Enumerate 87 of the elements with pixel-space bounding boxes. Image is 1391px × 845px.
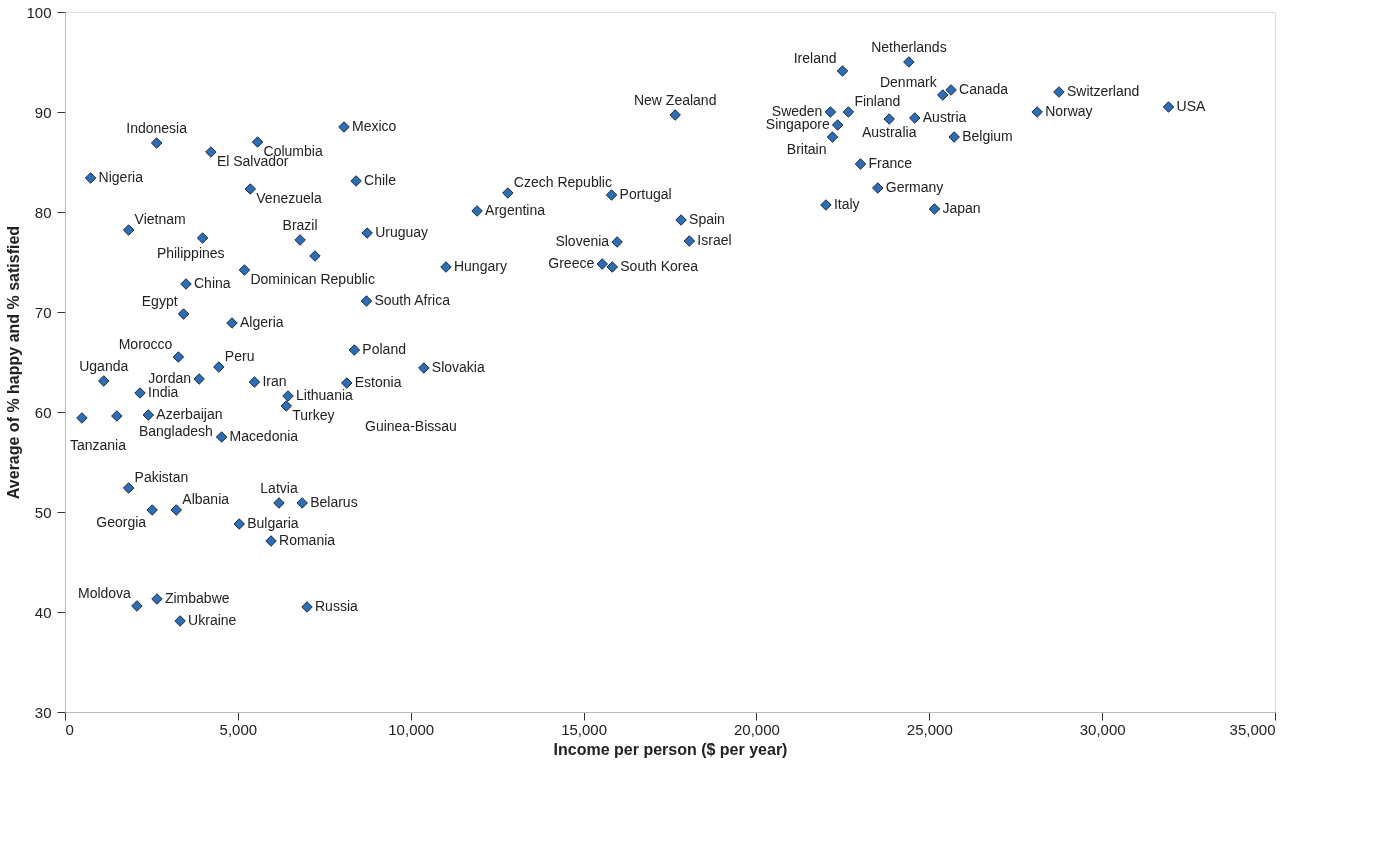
x-tick-label: 15,000 [561,720,608,738]
annotation: Canada [959,81,1009,97]
annotation: Ukraine [188,612,237,628]
annotation: Czech Republic [513,174,612,190]
annotation: Romania [279,532,336,548]
y-tick-label: 80 [34,203,52,221]
annotation: Britain [786,141,827,157]
annotation: New Zealand [633,92,717,108]
annotation: Dominican Republic [250,271,375,287]
annotation: Macedonia [229,428,299,444]
annotation: Pakistan [134,469,189,485]
annotation: Japan [942,200,981,216]
annotation: Portugal [619,186,672,202]
annotation: Belarus [310,494,358,510]
annotation: South Africa [374,292,451,308]
x-tick-label: 10,000 [388,720,435,738]
annotation: Egypt [141,293,178,309]
annotation: Slovakia [431,359,485,375]
annotation: Nigeria [98,169,144,185]
annotation: France [868,155,913,171]
annotation: Vietnam [134,211,186,227]
annotation: Morocco [118,336,173,352]
x-tick-label: 35,000 [1229,720,1276,738]
annotation: Moldova [77,585,132,601]
annotation: Lithuania [295,387,354,403]
annotation: Uganda [79,358,129,374]
annotation: Indonesia [126,120,188,136]
annotation: Azerbaijan [156,406,223,422]
annotation: Latvia [260,480,298,496]
annotation: Singapore [765,116,830,132]
y-tick-label: 100 [26,3,52,21]
annotation: Jordan [148,370,192,386]
annotation: Tanzania [69,437,127,453]
annotation: Hungary [453,258,507,274]
annotation: Australia [861,124,917,140]
annotation: Poland [362,341,406,357]
x-tick-label: 25,000 [906,720,953,738]
y-tick-label: 40 [34,603,52,621]
y-tick-label: 50 [34,503,52,521]
annotation: Argentina [485,202,546,218]
annotation: Philippines [156,245,225,261]
annotation: Israel [697,232,732,248]
annotation: Spain [689,211,725,227]
annotation: Bangladesh [138,423,213,439]
annotation: South Korea [620,258,699,274]
annotation: Ireland [793,50,837,66]
annotation: Mexico [351,118,397,134]
y-tick-label: 30 [34,703,52,721]
annotation: Turkey [292,407,335,423]
annotation: Finland [854,93,901,109]
x-tick-label: 30,000 [1079,720,1126,738]
annotation: Algeria [239,314,284,330]
annotation: Netherlands [871,39,947,55]
x-tick-label: 0 [65,720,74,738]
annotation: Venezuela [256,190,322,206]
annotation: Guinea-Bissau [365,418,457,434]
annotation: Italy [833,196,860,212]
annotation: Chile [364,172,397,188]
annotation: USA [1176,98,1206,114]
annotation: Greece [548,255,595,271]
annotation: Belgium [962,128,1013,144]
annotation: Norway [1045,103,1093,119]
annotation: Estonia [354,374,402,390]
x-axis-title: Income per person ($ per year) [553,740,788,758]
annotation: Georgia [96,514,147,530]
annotation: Uruguay [375,224,429,240]
annotation: Denmark [879,74,938,90]
y-tick-label: 70 [34,303,52,321]
annotation: Germany [885,179,944,195]
annotation: Zimbabwe [164,590,230,606]
annotation: Switzerland [1066,83,1140,99]
annotation: Albania [182,491,230,507]
y-tick-label: 90 [34,103,52,121]
y-tick-label: 60 [34,403,52,421]
annotation: Bulgaria [247,515,299,531]
y-axis-title: Average of % happy and % satisfied [5,225,23,500]
annotation: Russia [315,598,359,614]
x-tick-label: 5,000 [219,720,258,738]
annotation: Iran [262,373,287,389]
annotation: Austria [922,109,967,125]
annotation: China [194,275,231,291]
annotation: Peru [224,348,255,364]
annotation: Sweden [771,103,823,119]
annotation: Slovenia [555,233,610,249]
annotation: Brazil [282,217,318,233]
annotation: India [148,384,179,400]
x-tick-label: 20,000 [733,720,780,738]
